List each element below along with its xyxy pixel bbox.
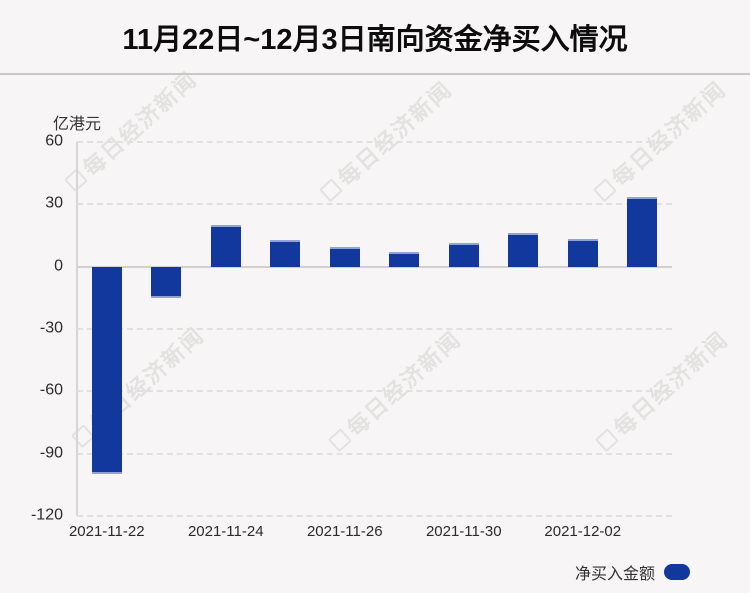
bar-2021-11-24 bbox=[210, 225, 241, 267]
bar-2021-11-29 bbox=[389, 252, 420, 267]
bar-2021-12-03 bbox=[627, 197, 658, 267]
gridline bbox=[77, 390, 672, 393]
y-tick-label: 60 bbox=[45, 132, 63, 150]
x-tick-label: 2021-11-30 bbox=[425, 523, 502, 540]
gridline bbox=[77, 203, 672, 206]
x-tick-label: 2021-11-26 bbox=[306, 523, 383, 540]
gridline bbox=[77, 515, 672, 517]
y-tick-label: -60 bbox=[39, 381, 63, 399]
bar-2021-11-26 bbox=[329, 246, 360, 267]
legend: 净买入金额 bbox=[575, 560, 690, 584]
y-tick-label: -90 bbox=[39, 444, 63, 462]
bar-2021-11-22 bbox=[91, 266, 122, 475]
chart-title: 11月22日~12月3日南向资金净买入情况 bbox=[122, 24, 628, 56]
x-tick-label: 2021-11-24 bbox=[187, 523, 264, 540]
zero-axis-line bbox=[77, 265, 672, 268]
bar-2021-12-02 bbox=[567, 238, 598, 267]
y-axis-unit-label: 亿港元 bbox=[53, 116, 102, 133]
y-tick-label: 30 bbox=[45, 194, 63, 212]
legend-marker bbox=[664, 564, 690, 580]
bar-2021-11-23 bbox=[151, 266, 182, 298]
bar-2021-11-30 bbox=[448, 242, 479, 267]
legend-label: 净买入金额 bbox=[574, 566, 655, 583]
gridline bbox=[77, 452, 672, 455]
bar-2021-11-25 bbox=[270, 239, 301, 267]
header-divider bbox=[0, 73, 750, 75]
x-tick-label: 2021-12-02 bbox=[544, 523, 622, 540]
x-tick-label: 2021-11-22 bbox=[68, 523, 145, 540]
gridline bbox=[77, 141, 672, 143]
y-tick-label: -120 bbox=[30, 506, 63, 524]
y-tick-label: -30 bbox=[39, 319, 63, 337]
bar-2021-12-01 bbox=[508, 233, 539, 267]
plot-area: 60 30 0 -30 -60 -90 -120 2021-11-22 2021-11-24 20… bbox=[31, 133, 672, 540]
y-tick-label: 0 bbox=[54, 257, 63, 275]
gridline bbox=[77, 328, 672, 330]
